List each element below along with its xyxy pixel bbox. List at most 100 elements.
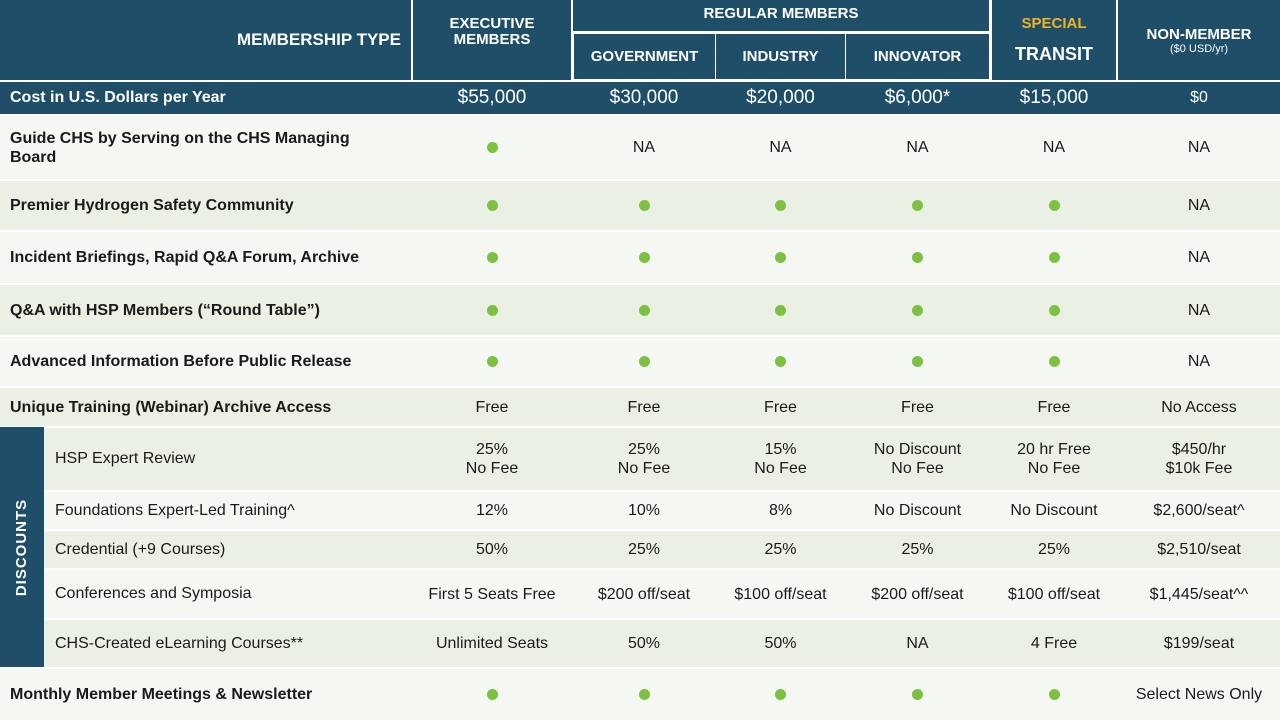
cell-text: 25% — [627, 541, 661, 558]
discount-row-label: CHS-Created eLearning Courses** — [55, 634, 304, 652]
discount-row — [0, 492, 1280, 529]
cell-text: $200 off/seat — [871, 585, 964, 603]
cell-text: Unlimited Seats — [435, 635, 549, 652]
included-dot-icon — [912, 252, 923, 263]
cell-text: No Discount — [873, 441, 962, 458]
discount-cell-innovator: NA — [846, 620, 989, 667]
cell-text: 50% — [475, 541, 509, 558]
discount-row-label: Foundations Expert-Led Training^ — [55, 501, 295, 519]
row-cell-government — [573, 232, 715, 283]
cell-text: No Fee — [1027, 460, 1081, 477]
cell-text: $100 off/seat — [1007, 585, 1101, 603]
header-special-label: SPECIAL — [1021, 15, 1087, 32]
row-cell-industry — [716, 337, 845, 386]
cell-text: No Fee — [754, 460, 807, 477]
row-cell-nonmember: NA — [1187, 197, 1211, 214]
cell-text: 25% — [901, 541, 934, 558]
discount-cell-nonmember: $1,445/seat^^ — [1118, 570, 1280, 618]
row-cell-executive — [413, 669, 571, 720]
cell-text: 10% — [627, 502, 661, 519]
row-cell-transit — [992, 232, 1116, 283]
discount-cell-innovator: No Discount No Fee — [846, 428, 989, 490]
included-dot-icon — [912, 356, 923, 367]
included-dot-icon — [486, 689, 498, 700]
row-cell-executive — [413, 337, 571, 386]
header-membership-type: MEMBERSHIP TYPE — [0, 0, 411, 80]
header-government: GOVERNMENT — [574, 34, 715, 79]
discount-cell-industry: 8% — [716, 492, 845, 529]
cell-text: NA — [906, 635, 929, 652]
header-special-transit: SPECIAL TRANSIT — [992, 0, 1116, 80]
discount-cell-industry: 50% — [716, 620, 845, 667]
cell-text: No Discount — [1010, 502, 1098, 519]
discount-cell-nonmember: $2,600/seat^ — [1118, 492, 1280, 529]
row-cell-industry: Free — [764, 398, 797, 416]
row-cell-executive — [413, 232, 571, 283]
included-dot-icon — [775, 252, 786, 263]
header-nonmember: NON-MEMBER ($0 USD/yr) — [1118, 0, 1280, 80]
cost-executive: $55,000 — [457, 87, 527, 108]
discount-cell-transit: 4 Free — [992, 620, 1116, 667]
included-dot-icon — [486, 142, 498, 153]
discount-cell-nonmember: $199/seat — [1118, 620, 1280, 667]
row-label: Advanced Information Before Public Relea… — [10, 353, 352, 370]
row-cell-industry — [716, 285, 845, 335]
row-cell-industry — [716, 669, 845, 720]
row-cell-innovator — [846, 337, 989, 386]
row-cell-government — [573, 285, 715, 335]
included-dot-icon — [775, 200, 786, 211]
row-cell-nonmember: NA — [1187, 353, 1211, 370]
header-industry: INDUSTRY — [716, 34, 845, 79]
discount-cell-transit: 20 hr Free No Fee — [992, 428, 1116, 490]
discount-cell-transit: 25% — [992, 531, 1116, 568]
header-nonmember-label: NON-MEMBER — [1146, 25, 1252, 43]
row-cell-transit — [992, 669, 1116, 720]
discount-cell-executive: 12% — [413, 492, 571, 529]
row-cell-government — [573, 337, 715, 386]
cell-text: 50% — [764, 635, 797, 652]
cell-text: 25% — [764, 541, 797, 558]
header-industry-label: INDUSTRY — [742, 48, 819, 65]
cell-text: First 5 Seats Free — [428, 585, 556, 603]
header-executive: EXECUTIVE MEMBERS — [413, 0, 571, 80]
header-government-label: GOVERNMENT — [590, 48, 699, 65]
cell-text: $10k Fee — [1165, 460, 1233, 477]
row-label: Guide CHS by Serving on the CHS Managing… — [10, 129, 350, 166]
row-cell-innovator — [846, 232, 989, 283]
discount-cell-government: 50% — [573, 620, 715, 667]
included-dot-icon — [912, 200, 923, 211]
discount-cell-executive: 50% — [413, 531, 571, 568]
discount-cell-transit: $100 off/seat — [992, 570, 1116, 618]
discount-row-label: Credential (+9 Courses) — [55, 540, 226, 558]
cell-text: 8% — [768, 502, 793, 519]
discount-cell-government: 10% — [573, 492, 715, 529]
included-dot-icon — [1048, 304, 1060, 316]
discount-cell-innovator: 25% — [846, 531, 989, 568]
row-label: Q&A with HSP Members (“Round Table”) — [10, 301, 320, 319]
discount-cell-industry: 15% No Fee — [716, 428, 845, 490]
cost-label: Cost in U.S. Dollars per Year — [10, 89, 226, 106]
included-dot-icon — [638, 252, 650, 263]
cost-industry: $20,000 — [746, 87, 815, 108]
row-cell-transit: Free — [1037, 398, 1071, 416]
included-dot-icon — [1048, 689, 1060, 700]
cell-text: $100 off/seat — [734, 585, 827, 603]
discount-cell-nonmember: $2,510/seat — [1118, 531, 1280, 568]
included-dot-icon — [775, 304, 786, 316]
discount-cell-government: 25% — [573, 531, 715, 568]
header-executive-label: EXECUTIVE MEMBERS — [449, 15, 535, 48]
header-innovator-label: INNOVATOR — [873, 48, 962, 65]
header-nonmember-sub: ($0 USD/yr) — [1169, 42, 1229, 55]
discount-cell-transit: No Discount — [992, 492, 1116, 529]
cell-text: $2,600/seat^ — [1153, 502, 1245, 519]
discount-cell-industry: 25% — [716, 531, 845, 568]
row-cell-executive: Free — [475, 398, 509, 416]
included-dot-icon — [638, 689, 650, 700]
discounts-label-band: DISCOUNTS — [0, 427, 44, 667]
cost-transit: $15,000 — [1019, 87, 1089, 108]
table-row — [0, 116, 1280, 179]
discount-cell-government: $200 off/seat — [573, 570, 715, 618]
row-cell-innovator: Free — [901, 398, 934, 416]
row-cell-transit: NA — [1042, 139, 1066, 156]
